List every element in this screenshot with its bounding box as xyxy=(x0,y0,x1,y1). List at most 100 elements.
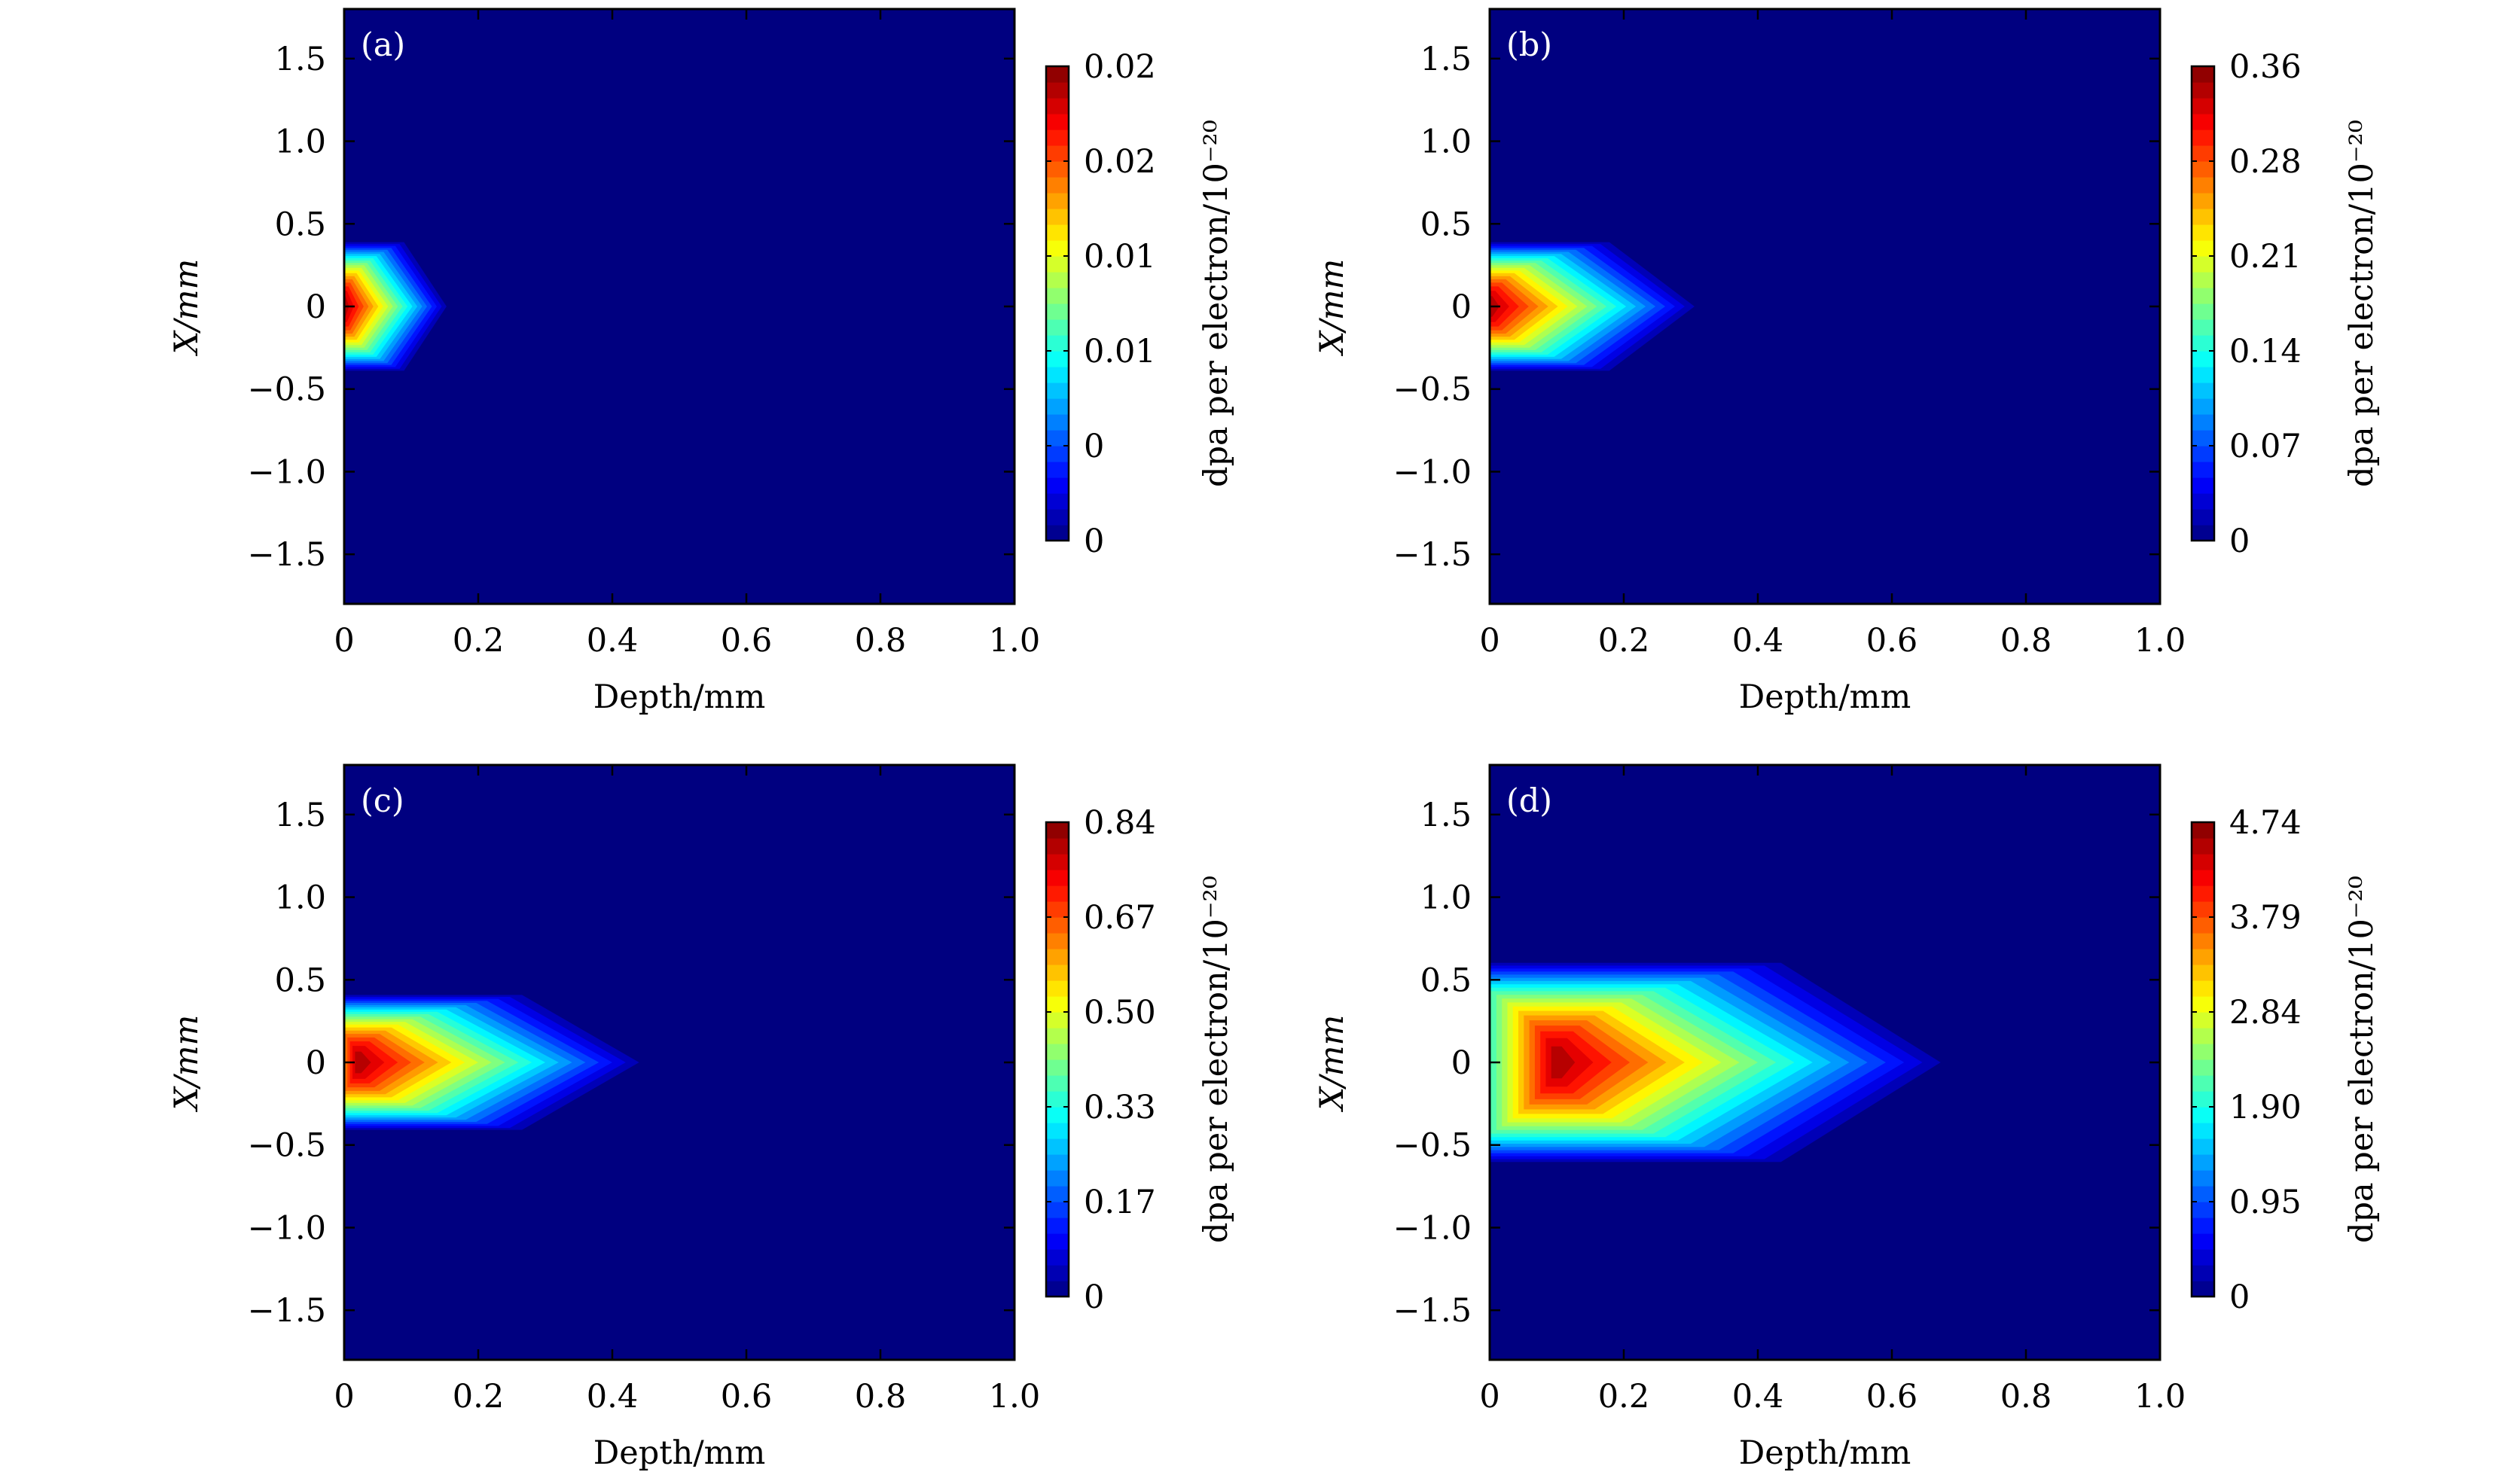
colorbar: 4.74 3.79 2.84 1.90 0.95 0 dpa per electron/10… xyxy=(2190,804,2381,1316)
colorbar-step xyxy=(2192,996,2214,1013)
colorbar-step xyxy=(2192,854,2214,870)
y-tick-label: 1.0 xyxy=(1420,123,1472,161)
y-tick-label: −1.5 xyxy=(1393,1292,1472,1330)
colorbar-tick-label: 3.79 xyxy=(2229,899,2302,937)
colorbar-step xyxy=(1046,493,1069,510)
y-tick-label: −0.5 xyxy=(1393,371,1472,409)
colorbar-step xyxy=(2192,398,2214,415)
colorbar-step xyxy=(2192,1217,2214,1234)
colorbar-step xyxy=(2192,335,2214,352)
colorbar-step xyxy=(2192,224,2214,241)
colorbar-step xyxy=(1046,996,1069,1013)
colorbar-step xyxy=(2192,319,2214,336)
x-tick-label: 1.0 xyxy=(989,1378,1040,1416)
colorbar-step xyxy=(1046,82,1069,99)
colorbar-step xyxy=(2192,1075,2214,1092)
colorbar-tick-label: 0 xyxy=(2229,523,2250,560)
colorbar-step xyxy=(1046,901,1069,918)
colorbar-step xyxy=(2192,949,2214,965)
colorbar-step xyxy=(1046,949,1069,965)
colorbar-step xyxy=(1046,145,1069,162)
y-tick-label: 0.5 xyxy=(1420,206,1472,243)
colorbar-frame xyxy=(2190,821,2216,1298)
colorbar-step xyxy=(2192,351,2214,367)
colorbar-step xyxy=(1046,98,1069,114)
colorbar-step xyxy=(1046,477,1069,494)
colorbar-step xyxy=(1046,1265,1069,1281)
x-axis-label: Depth/mm xyxy=(593,678,765,716)
colorbar-tick-label: 0 xyxy=(1084,523,1104,560)
colorbar-step xyxy=(1046,177,1069,194)
colorbar-step xyxy=(2192,1186,2214,1202)
colorbar-step xyxy=(2192,1154,2214,1171)
heatmap-contours xyxy=(344,995,639,1130)
x-tick-label: 0.8 xyxy=(2000,622,2052,660)
colorbar-step xyxy=(1046,980,1069,997)
x-tick-label: 0.6 xyxy=(1866,1378,1917,1416)
colorbar-step xyxy=(1046,1154,1069,1171)
x-tick-label: 0 xyxy=(1479,622,1499,660)
colorbar-step xyxy=(2192,114,2214,130)
y-tick-label: 1.0 xyxy=(1420,879,1472,917)
colorbar-step xyxy=(2192,1202,2214,1218)
colorbar-step xyxy=(2192,130,2214,146)
y-tick-label: 1.5 xyxy=(275,41,326,78)
colorbar-step xyxy=(2192,885,2214,902)
colorbar-step xyxy=(2192,98,2214,114)
y-tick-label: −0.5 xyxy=(1393,1127,1472,1165)
colorbar-tick-label: 0.02 xyxy=(1084,48,1156,86)
colorbar-tick-label: 0 xyxy=(1084,1278,1104,1316)
heatmap-contours xyxy=(1490,242,1695,371)
y-axis-label: X/mm xyxy=(1313,259,1351,357)
colorbar-step xyxy=(2192,177,2214,194)
x-tick-label: 0.6 xyxy=(721,622,772,660)
colorbar-tick-label: 0.33 xyxy=(1084,1089,1156,1126)
colorbar-step xyxy=(2192,1138,2214,1155)
colorbar-step xyxy=(1046,1233,1069,1250)
colorbar-step xyxy=(2192,1012,2214,1029)
x-tick-label: 0.2 xyxy=(1598,622,1649,660)
y-axis-label: X/mm xyxy=(1313,1015,1351,1113)
contour-band xyxy=(355,1051,371,1074)
x-tick-label: 0.4 xyxy=(587,622,638,660)
x-tick-label: 0.8 xyxy=(855,622,906,660)
y-tick-label: 1.0 xyxy=(275,123,326,161)
y-tick-label: 1.5 xyxy=(275,797,326,834)
colorbar-step xyxy=(2192,477,2214,494)
y-tick-label: −1.0 xyxy=(1393,1209,1472,1247)
colorbar-step xyxy=(2192,462,2214,478)
colorbar-step xyxy=(1046,256,1069,273)
colorbar-step xyxy=(2192,1281,2214,1297)
colorbar-step xyxy=(1046,1107,1069,1123)
x-tick-label: 0.4 xyxy=(587,1378,638,1416)
colorbar-step xyxy=(2192,965,2214,981)
colorbar-step xyxy=(1046,838,1069,855)
colorbar-step xyxy=(1046,1281,1069,1297)
colorbar-frame xyxy=(2190,65,2216,542)
colorbar-tick-label: 0.84 xyxy=(1084,804,1156,842)
colorbar-step xyxy=(2192,382,2214,399)
colorbar-tick-label: 0.50 xyxy=(1084,994,1156,1032)
colorbar-step xyxy=(1046,319,1069,336)
colorbar-tick-label: 0.01 xyxy=(1084,333,1156,370)
y-tick-label: −1.5 xyxy=(248,1292,326,1330)
colorbar-step xyxy=(1046,1138,1069,1155)
x-tick-label: 0.8 xyxy=(855,1378,906,1416)
colorbar-step xyxy=(1046,114,1069,130)
colorbar-step xyxy=(1046,1186,1069,1202)
colorbar-step xyxy=(2192,209,2214,225)
colorbar-step xyxy=(2192,933,2214,949)
colorbar-step xyxy=(1046,398,1069,415)
colorbar-tick-label: 0.01 xyxy=(1084,238,1156,276)
colorbar-step xyxy=(1046,509,1069,526)
x-tick-label: 0 xyxy=(1479,1378,1499,1416)
x-tick-label: 0.6 xyxy=(721,1378,772,1416)
y-tick-label: 0 xyxy=(1451,1044,1472,1082)
colorbar-step xyxy=(2192,288,2214,304)
colorbar-step xyxy=(1046,240,1069,257)
y-tick-label: −1.0 xyxy=(248,1209,326,1247)
y-tick-label: −1.0 xyxy=(248,453,326,491)
y-tick-label: 0 xyxy=(1451,288,1472,326)
x-tick-label: 0.8 xyxy=(2000,1378,2052,1416)
x-tick-label: 1.0 xyxy=(2134,1378,2186,1416)
